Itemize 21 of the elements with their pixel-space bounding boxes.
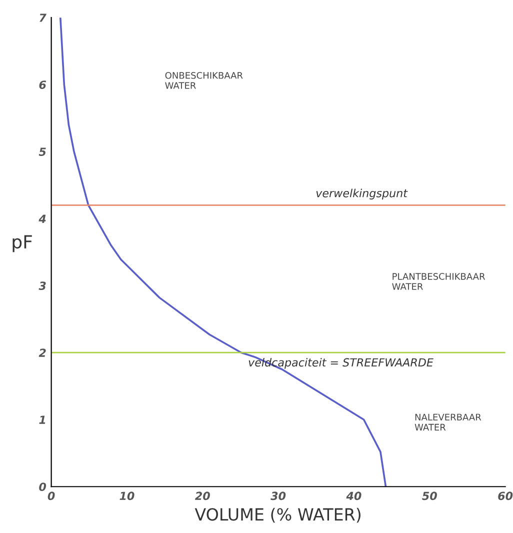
y-tick-label: 4 xyxy=(38,214,46,223)
annotation: NALEVERBAAR WATER xyxy=(414,414,482,431)
y-tick-label: 1 xyxy=(39,416,46,424)
x-tick-label: 60 xyxy=(498,492,513,500)
x-tick-label: 30 xyxy=(270,492,286,500)
x-tick-label: 20 xyxy=(194,492,210,500)
annotation: PLANTBESCHIKBAAR WATER xyxy=(392,273,486,290)
y-tick-label: 2 xyxy=(38,348,46,357)
y-tick-label: 0 xyxy=(39,482,46,492)
y-tick-label: 3 xyxy=(38,282,46,290)
x-tick-label: 0 xyxy=(48,492,55,500)
x-axis-title: VOLUME (% WATER) xyxy=(194,508,360,523)
annotation: ONBESCHIKBAAR WATER xyxy=(165,72,243,89)
y-axis-title: pF xyxy=(12,235,32,252)
y-tick-label: 5 xyxy=(38,148,46,156)
x-tick-label: 10 xyxy=(120,492,134,500)
x-tick-label: 50 xyxy=(422,492,437,500)
ref-line-label: verwelkingspunt xyxy=(316,188,408,200)
x-tick-label: 40 xyxy=(346,492,362,500)
y-tick-label: 6 xyxy=(39,80,46,89)
y-tick-label: 7 xyxy=(40,14,46,22)
